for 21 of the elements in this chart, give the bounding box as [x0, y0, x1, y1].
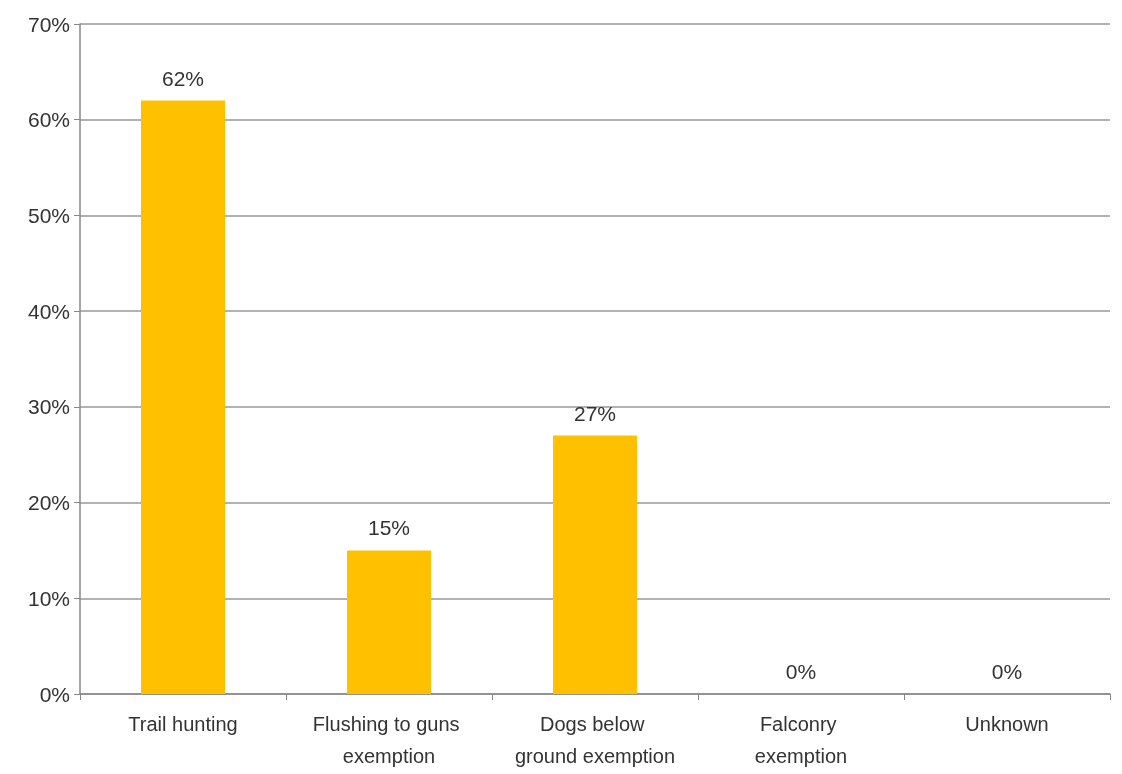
y-tick-label: 0% [39, 682, 70, 706]
y-tick-label: 20% [27, 491, 70, 515]
data-label: 62% [161, 66, 205, 90]
data-label: 27% [573, 401, 617, 425]
bar [141, 100, 225, 694]
y-tick-label: 40% [27, 299, 70, 323]
x-tick-label: Flushing to guns exemption [312, 713, 466, 767]
x-tick-label: Dogs below ground exemption [514, 713, 676, 767]
x-tick-label: Trail hunting [128, 713, 238, 735]
bar [347, 550, 431, 694]
x-tick-label: Unknown [965, 713, 1049, 735]
y-tick-label: 10% [27, 586, 70, 610]
data-label: 0% [991, 660, 1023, 683]
y-tick-label: 70% [27, 12, 70, 36]
bar [553, 435, 637, 694]
y-tick-label: 60% [27, 108, 70, 132]
data-label: 0% [785, 660, 817, 683]
x-tick-label: Falconry exemption [754, 713, 848, 767]
data-label: 15% [367, 516, 411, 540]
y-tick-label: 30% [27, 395, 70, 419]
y-tick-label: 50% [27, 203, 70, 227]
